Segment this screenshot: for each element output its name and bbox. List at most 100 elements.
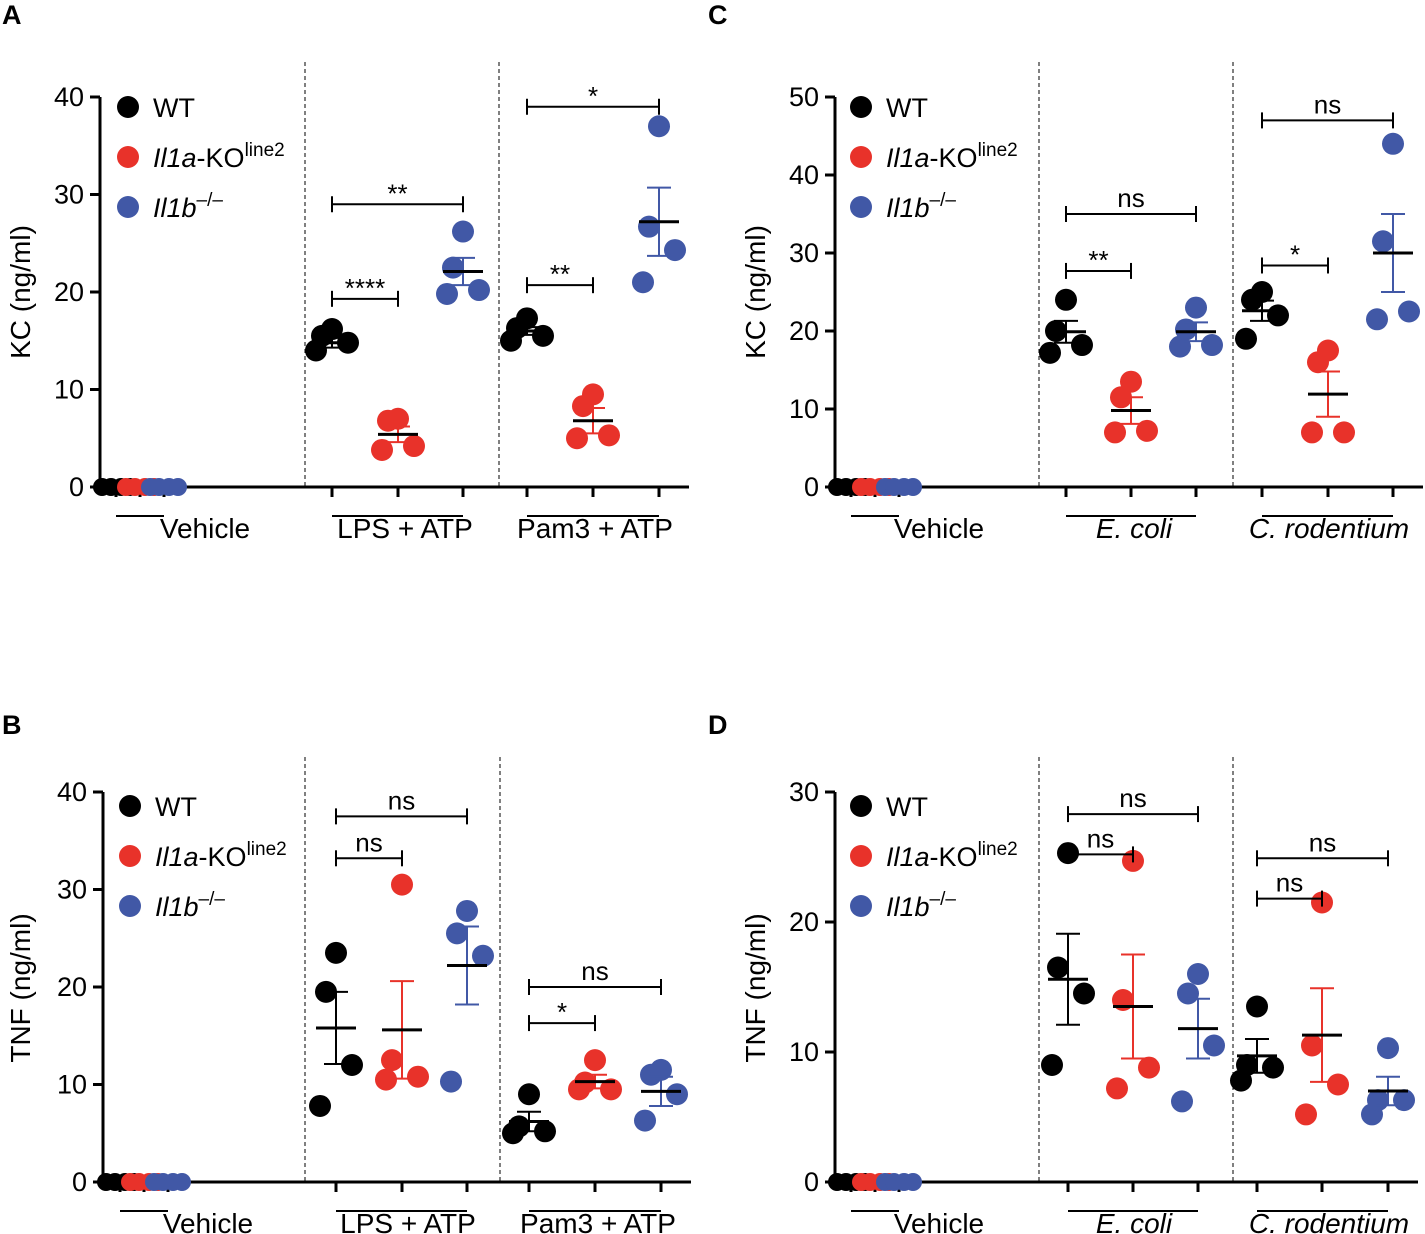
- data-point: [638, 215, 660, 238]
- panel-a: A KC (ng/ml) 0 10 20 30 40 Vehicle LPS + ATP Pa…: [2, 0, 689, 544]
- data-point: [1377, 1037, 1399, 1060]
- significance-bracket: ns: [335, 827, 403, 867]
- data-point: [634, 1109, 656, 1132]
- y-tick-label: 20: [789, 316, 819, 346]
- data-point: [508, 1115, 530, 1138]
- y-tick-label: 50: [789, 82, 819, 112]
- y-tick-label: 30: [57, 875, 87, 905]
- legend-label: Il1b–/–: [153, 190, 223, 223]
- data-point: [1201, 334, 1223, 357]
- significance-bracket: ns: [1256, 868, 1323, 907]
- vehicle-zero-group: [876, 478, 922, 496]
- category-label: C. rodentium: [1249, 1208, 1409, 1234]
- significance-bracket: **: [1065, 245, 1132, 279]
- y-tick-label: 10: [57, 1070, 87, 1100]
- significance-bracket: *: [1261, 239, 1329, 274]
- significance-bracket: ****: [331, 273, 399, 307]
- legend-superscript: –/–: [930, 190, 957, 211]
- data-point: [632, 271, 654, 294]
- significance-label: *: [588, 81, 598, 111]
- y-tick-label: 20: [789, 907, 819, 937]
- legend-text: WT: [153, 93, 195, 123]
- data-point: [1382, 132, 1404, 155]
- y-tick-label: 40: [54, 82, 84, 112]
- legend-superscript: line2: [247, 839, 287, 860]
- data-point: [309, 1094, 331, 1117]
- significance-label: ns: [1309, 827, 1336, 857]
- vehicle-zero-group: [145, 1173, 191, 1191]
- data-point: [1267, 304, 1289, 327]
- data-point: [516, 307, 538, 330]
- legend-label: WT: [886, 93, 928, 123]
- data-point: [1372, 230, 1394, 253]
- legend-text: WT: [886, 792, 928, 822]
- legend-text: -KO: [930, 842, 978, 872]
- y-axis-label: KC (ng/ml): [740, 225, 771, 359]
- legend-gene: Il1a: [153, 143, 197, 173]
- data-point: [1203, 1034, 1225, 1057]
- data-point: [472, 944, 494, 967]
- legend-marker: [117, 96, 139, 118]
- data-point: [442, 256, 464, 279]
- y-axis-label: TNF (ng/ml): [5, 913, 36, 1062]
- y-tick-label: 20: [54, 277, 84, 307]
- legend-gene: Il1a: [886, 842, 930, 872]
- legend-text: WT: [886, 93, 928, 123]
- significance-label: ns: [355, 827, 382, 857]
- y-axis-label: KC (ng/ml): [5, 225, 36, 359]
- significance-bracket: **: [526, 259, 594, 294]
- legend-label: Il1a-KOline2: [153, 140, 285, 173]
- panel-letter: C: [708, 0, 728, 30]
- data-point: [436, 282, 458, 305]
- significance-label: ****: [345, 273, 385, 303]
- legend-item: Il1b–/–: [119, 889, 225, 922]
- significance-label: ns: [388, 785, 415, 815]
- legend-superscript: line2: [245, 140, 285, 161]
- legend-item: WT: [119, 792, 197, 822]
- y-tick-label: 40: [789, 160, 819, 190]
- data-point: [1262, 1056, 1284, 1079]
- data-point: [341, 1054, 363, 1076]
- category-label: Pam3 + ATP: [517, 513, 673, 544]
- data-point: [600, 1078, 622, 1101]
- y-tick-label: 0: [72, 1167, 87, 1197]
- data-point: [387, 407, 409, 430]
- legend-text: -KO: [930, 143, 978, 173]
- data-point: [1071, 334, 1093, 357]
- data-point: [321, 318, 343, 341]
- data-point: [1246, 995, 1268, 1018]
- data-point: [1398, 300, 1420, 323]
- significance-bracket: ns: [1065, 183, 1197, 222]
- legend-item: WT: [850, 792, 928, 822]
- data-point: [1138, 1056, 1160, 1079]
- legend-label: Il1b–/–: [155, 889, 225, 922]
- significance-bracket: ns: [528, 956, 662, 995]
- data-point: [650, 1058, 672, 1081]
- legend-gene: Il1a: [155, 842, 199, 872]
- legend-item: Il1b–/–: [850, 190, 956, 223]
- data-point: [1106, 1077, 1128, 1100]
- legend-label: WT: [155, 792, 197, 822]
- data-point: [1236, 1054, 1258, 1076]
- y-tick-label: 10: [789, 394, 819, 424]
- significance-label: *: [1290, 239, 1300, 269]
- legend-marker: [850, 196, 872, 218]
- significance-label: ns: [1119, 783, 1146, 813]
- legend-item: Il1a-KOline2: [850, 140, 1018, 173]
- legend-item: Il1a-KOline2: [117, 140, 285, 173]
- legend-marker: [119, 795, 141, 817]
- legend-gene: Il1b: [153, 193, 197, 223]
- data-point: [904, 1173, 922, 1191]
- y-tick-label: 0: [69, 472, 84, 502]
- data-point: [1301, 421, 1323, 444]
- data-point: [169, 478, 187, 496]
- legend-label: Il1b–/–: [886, 889, 956, 922]
- data-point: [1136, 419, 1158, 442]
- significance-label: ns: [1314, 89, 1341, 119]
- data-point: [1366, 308, 1388, 331]
- data-point: [582, 383, 604, 406]
- legend-item: Il1a-KOline2: [119, 839, 287, 872]
- data-point: [456, 899, 478, 922]
- legend-label: Il1b–/–: [886, 190, 956, 223]
- data-point: [381, 1049, 403, 1072]
